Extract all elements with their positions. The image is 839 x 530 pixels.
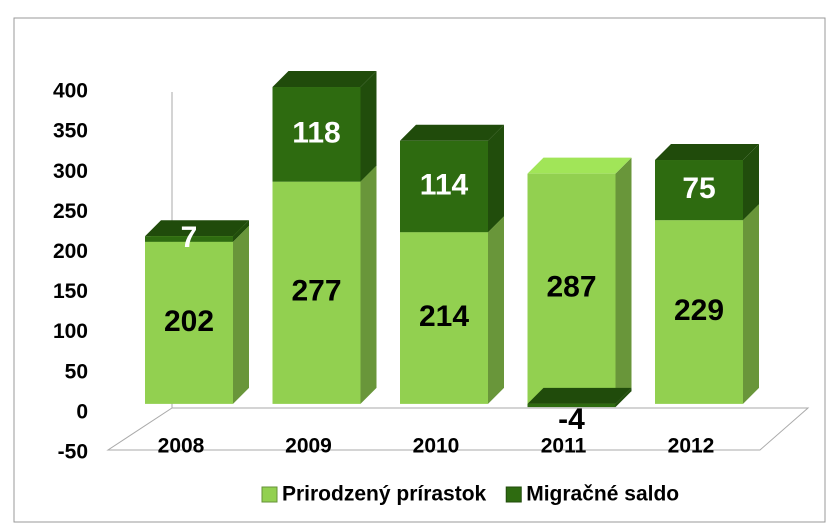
y-tick-label: 200	[53, 240, 88, 263]
bar-face	[655, 220, 743, 404]
x-tick-label: 2011	[541, 435, 587, 458]
bar-face	[488, 216, 504, 404]
bar	[527, 157, 632, 404]
bar-face	[145, 220, 249, 237]
y-tick-label: 350	[53, 120, 88, 143]
bar	[400, 124, 504, 233]
bar-face	[527, 157, 632, 174]
y-tick-label: 400	[53, 80, 88, 103]
bar-face	[527, 173, 616, 404]
legend-swatch	[261, 486, 278, 503]
x-tick-label: 2010	[413, 435, 460, 458]
bar-face	[527, 403, 616, 408]
x-tick-label: 2012	[668, 435, 715, 458]
x-tick-label: 2009	[285, 435, 332, 458]
bar-face	[400, 140, 488, 233]
bar	[527, 387, 632, 408]
value-label: 75	[682, 172, 715, 205]
legend-swatch	[505, 486, 522, 503]
value-label: 114	[420, 168, 469, 201]
bar-face	[360, 71, 377, 182]
bar-face	[145, 236, 233, 242]
bar-face	[145, 241, 233, 404]
bar-face	[655, 160, 743, 221]
bar-face	[272, 87, 361, 182]
bar	[272, 71, 377, 182]
bar-face	[615, 387, 632, 408]
bar-face	[360, 165, 377, 404]
bar-face	[743, 144, 759, 221]
legend-label: Migračné saldo	[526, 483, 679, 506]
y-tick-label: 250	[53, 200, 88, 223]
value-label: 7	[181, 221, 198, 254]
y-tick-label: 300	[53, 160, 88, 183]
y-tick-label: -50	[58, 441, 88, 464]
value-label: 287	[546, 271, 596, 304]
bar-face	[400, 124, 504, 141]
y-tick-label: 0	[76, 400, 88, 423]
value-label: 229	[674, 294, 724, 327]
y-tick-label: 150	[53, 280, 88, 303]
bar	[655, 144, 759, 221]
bar	[145, 220, 249, 242]
bar-face	[272, 181, 361, 404]
y-tick-label: 100	[53, 320, 88, 343]
bar-face	[233, 225, 249, 404]
value-label: -4	[558, 403, 585, 436]
bar	[655, 204, 759, 404]
bar-face	[527, 387, 632, 404]
value-label: 277	[291, 275, 341, 308]
legend-label: Prirodzený prírastok	[282, 483, 487, 506]
value-label: 202	[164, 305, 214, 338]
value-label: 118	[292, 116, 340, 149]
floor	[106, 407, 810, 451]
bar-face	[615, 157, 632, 404]
bar-face	[488, 124, 504, 233]
bar-face	[655, 144, 759, 161]
bar-face	[743, 204, 759, 404]
bar-face	[400, 232, 488, 404]
bar-face	[272, 71, 377, 88]
bar-face	[233, 220, 249, 242]
y-tick-label: 50	[65, 360, 88, 383]
value-label: 214	[419, 300, 469, 333]
x-tick-label: 2008	[158, 435, 205, 458]
